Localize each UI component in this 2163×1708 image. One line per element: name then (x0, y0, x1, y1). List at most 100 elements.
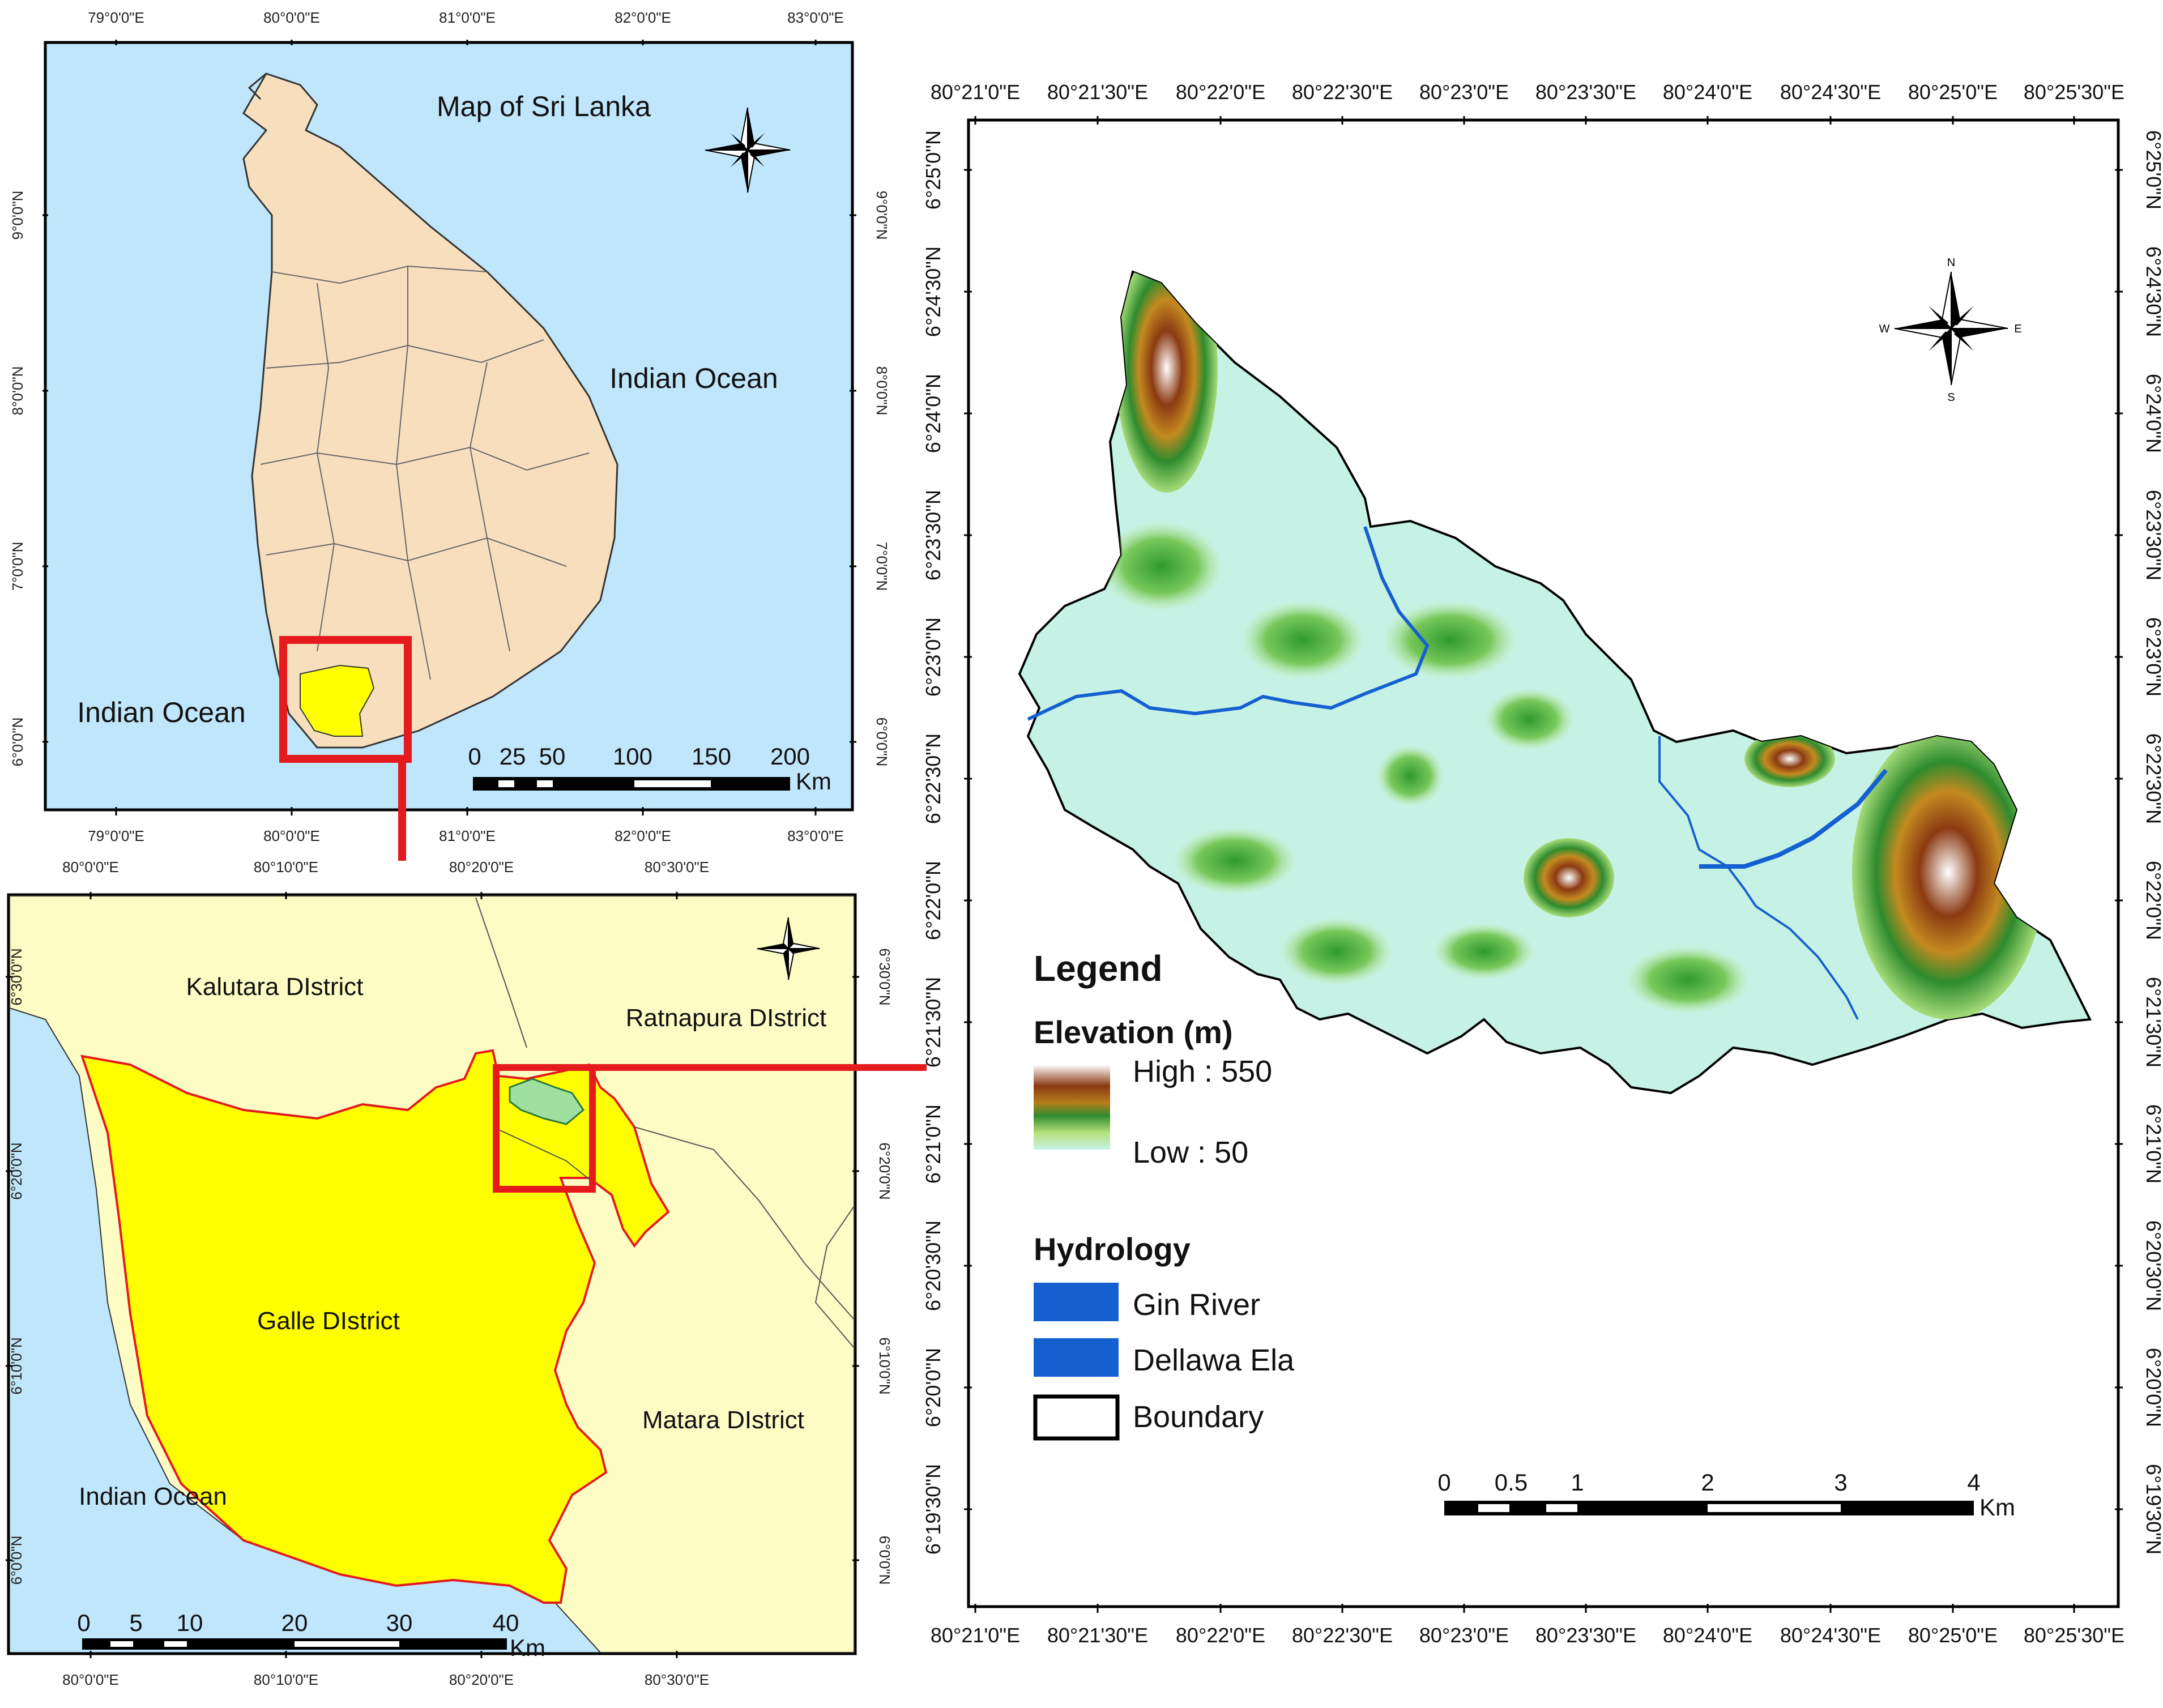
scale-label: 30 (386, 1609, 413, 1636)
tick-label: 6°30'0"N (876, 948, 893, 1005)
tick-label: 80°22'0"E (1176, 80, 1265, 104)
tick-label: 80°20'0"E (449, 1671, 514, 1688)
tick-label: 6°24'0"N (921, 374, 945, 453)
tick-label: 80°25'0"E (1908, 80, 1998, 104)
province-lines (260, 265, 590, 680)
tick-label: 80°0'0"E (263, 827, 320, 844)
scale-unit: Km (1979, 1494, 2015, 1521)
scale-label: 25 (500, 743, 526, 770)
tick-label: 80°30'0"E (645, 1671, 709, 1688)
scale-label: 3 (1834, 1469, 1847, 1496)
scale-label: 40 (493, 1609, 519, 1636)
ticks-right-inset2: 6°30'0"N 6°20'0"N 6°10'0"N 6°0'0"N (852, 948, 893, 1585)
legend-boundary-swatch (1033, 1394, 1120, 1441)
ticks-bottom-main: 80°21'0"E 80°21'30"E 80°22'0"E 80°22'30"E 80… (931, 1604, 2124, 1647)
scale-label: 150 (692, 743, 731, 770)
tick-label: 6°10'0"N (876, 1337, 893, 1394)
dellawa-ela (1658, 736, 1859, 1020)
tick-label: 80°22'30"E (1292, 1624, 1393, 1647)
jaffna-outline (248, 72, 267, 100)
scale-label: 0 (468, 743, 481, 770)
tick-label: 80°25'0"E (1908, 1624, 1998, 1647)
gin-river (1027, 526, 1430, 721)
tick-label: 80°10'0"E (254, 1671, 318, 1688)
tick-label: 6°24'30"N (921, 246, 945, 337)
scale-label: 0.5 (1495, 1469, 1528, 1496)
scale-bar-inset2 (82, 1638, 507, 1650)
tick-label: 8°0'0"N (873, 366, 890, 416)
scale-label: 50 (539, 743, 566, 770)
tick-label: 83°0'0"E (787, 9, 844, 26)
tick-label: 80°25'30"E (2024, 1624, 2124, 1647)
compass-e: E (2014, 323, 2021, 335)
legend-hydrology-heading: Hydrology (1034, 1231, 1191, 1267)
tick-label: 6°20'0"N (8, 1142, 25, 1199)
scale-label: 20 (281, 1609, 308, 1636)
tick-label: 6°20'0"N (876, 1142, 893, 1199)
tick-label: 6°0'0"N (9, 718, 26, 767)
scale-bar-main (1444, 1501, 1974, 1515)
scale-label: 0 (77, 1609, 90, 1636)
tick-label: 80°24'30"E (1780, 80, 1881, 104)
ticks-top-main: 80°21'0"E 80°21'30"E 80°22'0"E 80°22'30"E 80… (931, 80, 2124, 125)
tick-label: 80°21'0"E (931, 1624, 1020, 1647)
legend-gin-river: Gin River (1133, 1288, 1260, 1322)
tick-label: 79°0'0"E (88, 9, 144, 26)
tick-label: 6°0'0"N (8, 1536, 25, 1585)
study-area-elevation (1018, 270, 2092, 1095)
ocean-label-east: Indian Ocean (609, 362, 778, 394)
compass-rose-inset1 (705, 107, 791, 193)
tick-label: 6°20'0"N (2142, 1348, 2163, 1427)
tick-label: 80°24'0"E (1663, 80, 1752, 104)
tick-label: 80°22'0"E (1176, 1624, 1265, 1647)
legend-dellawa-ela: Dellawa Ela (1133, 1343, 1295, 1377)
scale-labels-main: 0 0.5 1 2 3 4Km (1437, 1469, 2015, 1521)
ticks-left-inset2: 6°30'0"N 6°20'0"N 6°10'0"N 6°0'0"N (6, 948, 25, 1585)
tick-label: 82°0'0"E (615, 827, 671, 844)
tick-label: 80°10'0"E (254, 859, 318, 876)
legend-low: Low : 50 (1133, 1135, 1248, 1169)
sri-lanka-title: Map of Sri Lanka (437, 91, 651, 122)
galle-label: Galle DIstrict (257, 1307, 400, 1335)
tick-label: 6°0'0"N (876, 1536, 893, 1585)
tick-label: 6°23'0"N (921, 617, 945, 697)
scale-label: 4 (1967, 1469, 1980, 1496)
tick-label: 6°20'30"N (2142, 1220, 2163, 1311)
ticks-left-main: 6°25'0"N 6°24'30"N 6°24'0"N 6°23'30"N 6°23'0… (921, 130, 972, 1555)
tick-label: 80°20'0"E (449, 859, 514, 876)
tick-label: 82°0'0"E (615, 9, 671, 26)
scale-label: 0 (1437, 1469, 1450, 1496)
legend-title: Legend (1034, 948, 1163, 989)
sri-lanka-inset: Map of Sri Lanka Indian Ocean Indian Oce… (9, 9, 890, 861)
tick-label: 80°23'30"E (1535, 80, 1636, 104)
scale-label: 100 (613, 743, 652, 770)
highlight-box-study-area (493, 1064, 596, 1193)
tick-label: 80°23'30"E (1535, 1624, 1636, 1647)
tick-label: 6°21'30"N (921, 977, 945, 1068)
ticks-right-inset1: 9°0'0"N 8°0'0"N 7°0'0"N 6°0'0"N (850, 191, 890, 766)
tick-label: 6°21'30"N (2142, 977, 2163, 1068)
tick-label: 6°23'0"N (2142, 617, 2163, 697)
tick-label: 6°22'30"N (2142, 733, 2163, 824)
tick-label: 80°21'30"E (1047, 80, 1148, 104)
tick-label: 80°25'30"E (2024, 80, 2124, 104)
ratnapura-label: Ratnapura DIstrict (626, 1004, 827, 1032)
tick-label: 80°21'0"E (931, 80, 1020, 104)
district-borders (475, 897, 855, 1348)
tick-label: 6°19'30"N (921, 1464, 945, 1555)
scale-label: 2 (1701, 1469, 1714, 1496)
tick-label: 6°25'0"N (921, 130, 945, 210)
study-area-small (509, 1078, 585, 1125)
tick-label: 9°0'0"N (873, 191, 890, 240)
sri-lanka-landmass (242, 72, 618, 749)
scale-unit: Km (796, 768, 831, 795)
ticks-top-inset2: 80°0'0"E 80°10'0"E 80°20'0"E 80°30'0"E (62, 859, 709, 899)
tick-label: 6°21'0"N (2142, 1104, 2163, 1184)
tick-label: 80°23'0"E (1419, 1624, 1509, 1647)
compass-s: S (1947, 391, 1955, 404)
gin-river-east (1699, 768, 1888, 869)
compass-w: W (1879, 323, 1890, 335)
tick-label: 81°0'0"E (439, 827, 496, 844)
